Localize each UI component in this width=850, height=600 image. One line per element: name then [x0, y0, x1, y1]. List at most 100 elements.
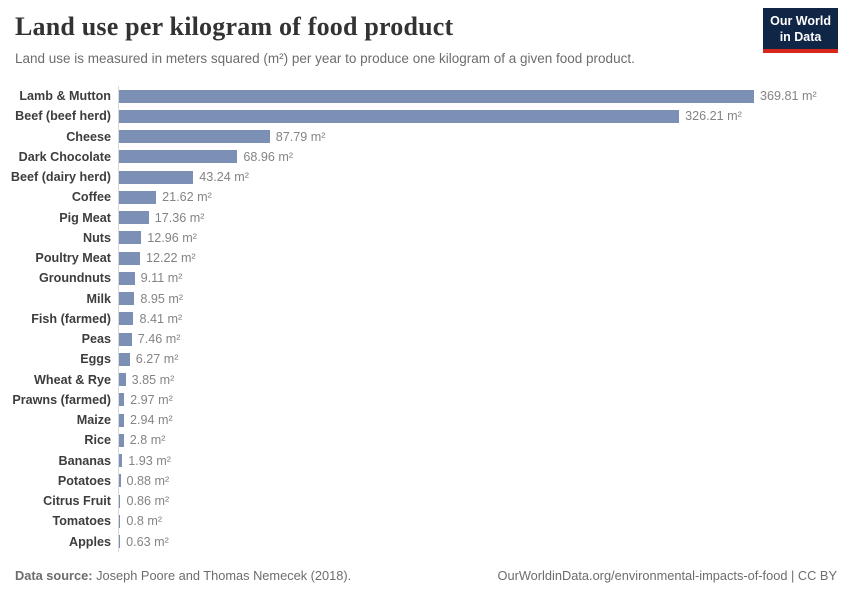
value-label: 87.79 m² — [275, 129, 326, 144]
data-source-text: Joseph Poore and Thomas Nemecek (2018). — [92, 568, 352, 583]
category-label: Maize — [76, 413, 111, 428]
bar[interactable] — [119, 190, 157, 204]
bar-area: 6.27 m² — [118, 349, 850, 370]
bar[interactable] — [119, 494, 121, 508]
bar[interactable] — [119, 130, 270, 144]
value-label: 68.96 m² — [243, 149, 294, 164]
bar[interactable] — [119, 433, 124, 447]
value-label: 8.95 m² — [140, 291, 184, 306]
category-label: Wheat & Rye — [34, 372, 111, 387]
bar-area: 8.95 m² — [118, 288, 850, 309]
bar-area: 2.8 m² — [118, 430, 850, 451]
chart-footer: Data source: Joseph Poore and Thomas Nem… — [15, 568, 837, 583]
category-label: Fish (farmed) — [31, 311, 111, 326]
bar-area: 17.36 m² — [118, 207, 850, 228]
value-label: 12.22 m² — [145, 251, 196, 266]
table-row: Potatoes 0.88 m² — [0, 470, 850, 491]
category-label: Cheese — [66, 129, 111, 144]
category-label: Dark Chocolate — [18, 149, 111, 164]
value-label: 9.11 m² — [140, 271, 183, 286]
category-label: Pig Meat — [59, 210, 111, 225]
bar-area: 9.11 m² — [118, 268, 850, 289]
category-label: Milk — [86, 291, 112, 306]
value-label: 0.63 m² — [126, 534, 169, 549]
bar-area: 0.63 m² — [118, 531, 850, 552]
bar-area: 3.85 m² — [118, 369, 850, 390]
category-label: Prawns (farmed) — [12, 392, 111, 407]
table-row: Beef (beef herd) 326.21 m² — [0, 106, 850, 127]
bar-area: 0.86 m² — [118, 491, 850, 512]
bar[interactable] — [119, 271, 135, 285]
table-row: Maize 2.94 m² — [0, 410, 850, 431]
bar[interactable] — [119, 514, 121, 528]
value-label: 2.94 m² — [130, 413, 173, 428]
category-label: Poultry Meat — [35, 251, 111, 266]
table-row: Rice 2.8 m² — [0, 430, 850, 451]
table-row: Nuts 12.96 m² — [0, 227, 850, 248]
bar[interactable] — [119, 352, 130, 366]
category-label: Groundnuts — [38, 271, 111, 286]
bar-area: 0.8 m² — [118, 511, 850, 532]
data-source-note: Data source: Joseph Poore and Thomas Nem… — [15, 568, 351, 583]
bar[interactable] — [119, 170, 194, 184]
bar-area: 2.97 m² — [118, 389, 850, 410]
bar-area: 87.79 m² — [118, 126, 850, 147]
bar[interactable] — [119, 454, 123, 468]
bar[interactable] — [119, 109, 680, 123]
category-label: Tomatoes — [52, 514, 111, 529]
bar[interactable] — [119, 474, 121, 488]
value-label: 3.85 m² — [131, 372, 175, 387]
bar-area: 12.96 m² — [118, 227, 850, 248]
bar[interactable] — [119, 231, 142, 245]
bar[interactable] — [119, 393, 125, 407]
page-title: Land use per kilogram of food product — [15, 12, 454, 41]
value-label: 21.62 m² — [162, 190, 212, 205]
bar[interactable] — [119, 211, 149, 225]
category-label: Lamb & Mutton — [19, 89, 111, 104]
bar-area: 21.62 m² — [118, 187, 850, 208]
table-row: Poultry Meat 12.22 m² — [0, 248, 850, 269]
bar-area: 369.81 m² — [118, 86, 850, 107]
table-row: Apples 0.63 m² — [0, 531, 850, 552]
bar-area: 0.88 m² — [118, 470, 850, 491]
table-row: Dark Chocolate 68.96 m² — [0, 146, 850, 167]
table-row: Wheat & Rye 3.85 m² — [0, 369, 850, 390]
bar-area: 8.41 m² — [118, 308, 850, 329]
value-label: 7.46 m² — [137, 332, 181, 347]
bar[interactable] — [119, 413, 125, 427]
table-row: Milk 8.95 m² — [0, 288, 850, 309]
table-row: Lamb & Mutton 369.81 m² — [0, 86, 850, 107]
category-label: Bananas — [58, 453, 112, 468]
table-row: Coffee 21.62 m² — [0, 187, 850, 208]
bar-area: 68.96 m² — [118, 146, 850, 167]
value-label: 17.36 m² — [154, 210, 205, 225]
bar-area: 12.22 m² — [118, 248, 850, 269]
chart-subtitle: Land use is measured in meters squared (… — [15, 51, 635, 66]
value-label: 2.97 m² — [130, 392, 173, 407]
license-link[interactable]: OurWorldinData.org/environmental-impacts… — [497, 568, 838, 583]
bar[interactable] — [119, 292, 135, 306]
bar[interactable] — [119, 89, 754, 103]
category-label: Peas — [81, 332, 111, 347]
bar-area: 2.94 m² — [118, 410, 850, 431]
value-label: 2.8 m² — [129, 433, 166, 448]
bar-area: 43.24 m² — [118, 167, 850, 188]
owid-logo-line1: Our World — [770, 14, 831, 28]
table-row: Peas 7.46 m² — [0, 329, 850, 350]
bar[interactable] — [119, 332, 132, 346]
bar[interactable] — [119, 312, 134, 326]
bar-area: 326.21 m² — [118, 106, 850, 127]
bar[interactable] — [119, 373, 126, 387]
value-label: 0.86 m² — [126, 494, 170, 509]
table-row: Citrus Fruit 0.86 m² — [0, 491, 850, 512]
category-label: Apples — [69, 534, 111, 549]
value-label: 0.8 m² — [126, 514, 163, 529]
bar[interactable] — [119, 251, 140, 265]
value-label: 326.21 m² — [685, 109, 742, 124]
category-label: Eggs — [80, 352, 111, 367]
bar[interactable] — [119, 535, 121, 549]
bar[interactable] — [119, 150, 238, 164]
category-label: Nuts — [83, 230, 111, 245]
value-label: 1.93 m² — [128, 453, 171, 468]
